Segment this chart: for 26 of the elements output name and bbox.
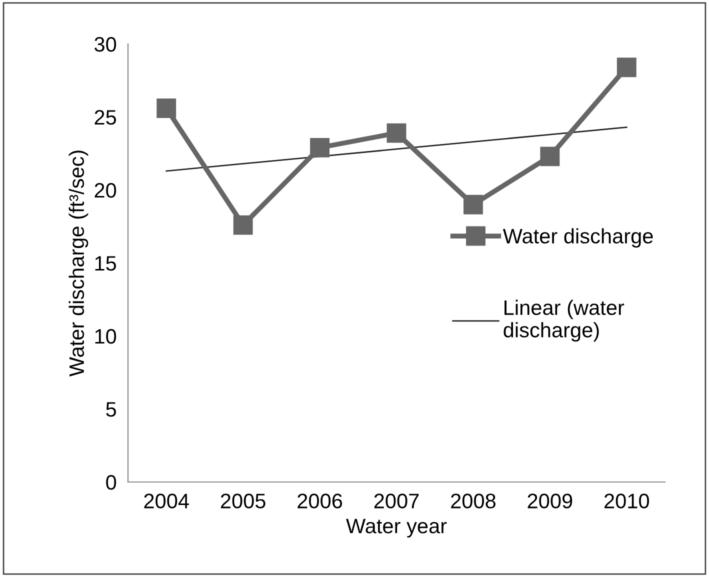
y-tick-label: 30 bbox=[94, 37, 116, 52]
y-axis-title: Water discharge (ft³/sec) bbox=[68, 150, 88, 377]
point bbox=[156, 98, 176, 118]
x-tick-label: 2004 bbox=[144, 494, 189, 508]
y-tick-label: 5 bbox=[106, 402, 116, 417]
point bbox=[310, 138, 330, 158]
y-tick-label: 20 bbox=[94, 183, 116, 198]
point bbox=[463, 194, 483, 214]
x-axis-title: Water year bbox=[346, 518, 447, 538]
x-tick-label: 2008 bbox=[451, 494, 496, 508]
x-tick-label: 2010 bbox=[604, 494, 650, 508]
x-tick-label: 2005 bbox=[220, 494, 266, 508]
line-series bbox=[166, 126, 628, 172]
y-tick-label: 10 bbox=[95, 329, 116, 344]
legend-label: Linear (water discharge) bbox=[504, 300, 624, 342]
y-tick-label: 15 bbox=[95, 256, 116, 271]
x-tick-label: 2009 bbox=[528, 494, 572, 508]
legend-label: Water discharge bbox=[502, 228, 653, 248]
x-tick-label: 2006 bbox=[298, 494, 342, 508]
point bbox=[386, 123, 406, 143]
point bbox=[233, 215, 253, 235]
point bbox=[616, 58, 636, 78]
y-tick-label: 0 bbox=[106, 475, 116, 490]
y-tick-label: 25 bbox=[94, 110, 116, 125]
x-tick-label: 2007 bbox=[374, 494, 419, 508]
point bbox=[540, 146, 560, 166]
